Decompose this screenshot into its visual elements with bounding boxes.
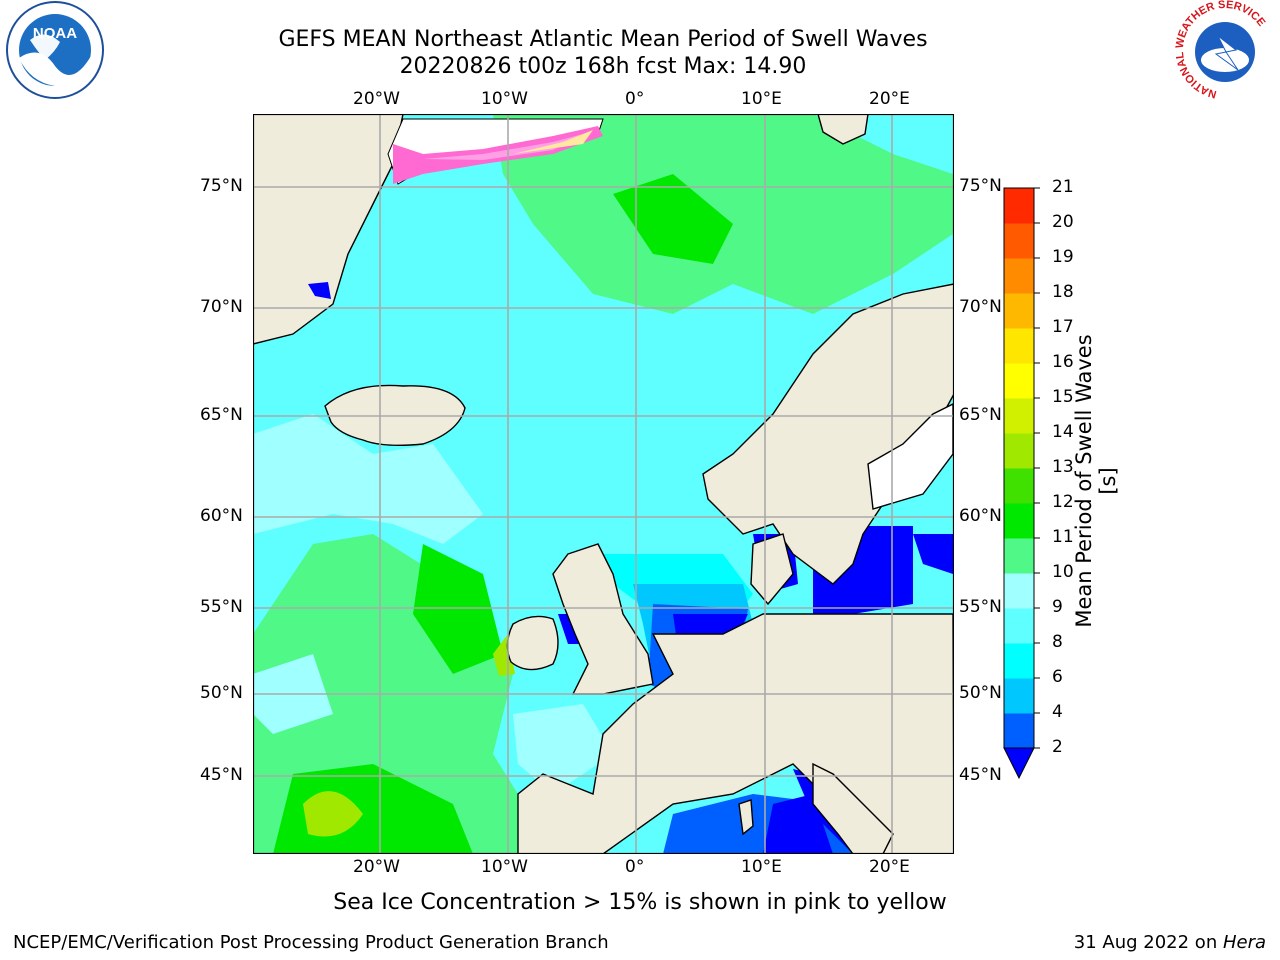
map-panel [253, 114, 954, 854]
footer-credit: NCEP/EMC/Verification Post Processing Pr… [13, 932, 609, 953]
lat-tick-right: 50°N [959, 683, 1002, 703]
colorbar-tick-label: 15 [1052, 387, 1074, 407]
sea-ice-field [308, 118, 604, 299]
colorbar-tick-label: 19 [1052, 247, 1074, 267]
lon-tick-bottom: 10°E [741, 857, 782, 877]
chart-subtitle: 20220826 t00z 168h fcst Max: 14.90 [399, 54, 807, 79]
colorbar-segment [1004, 258, 1034, 294]
lat-tick-left: 45°N [200, 765, 243, 785]
nws-logo: NATIONAL WEATHER SERVICE [1174, 0, 1271, 100]
lon-tick-bottom: 20°E [869, 857, 910, 877]
colorbar-segment [1004, 468, 1034, 504]
colorbar-under-arrow [1003, 747, 1035, 780]
lon-tick-top: 10°W [481, 89, 528, 109]
lon-tick-top: 20°W [353, 89, 400, 109]
colorbar-tick-label: 9 [1052, 597, 1063, 617]
colorbar-tick-label: 14 [1052, 422, 1074, 442]
map-gridlines [253, 114, 954, 854]
colorbar-segment [1004, 398, 1034, 434]
colorbar-segment [1004, 363, 1034, 399]
colorbar-segment [1004, 538, 1034, 574]
colorbar-segment [1004, 713, 1034, 749]
colorbar-segment [1004, 328, 1034, 364]
lon-tick-top: 0° [625, 89, 645, 109]
lat-tick-right: 75°N [959, 176, 1002, 196]
colorbar-segment [1004, 293, 1034, 329]
colorbar-tick-label: 6 [1052, 667, 1063, 687]
footer-host: Hera [1222, 932, 1266, 953]
colorbar-tick-label: 13 [1052, 457, 1074, 477]
colorbar-label: Mean Period of Swell Waves [s] [1072, 334, 1120, 628]
chart-title: GEFS MEAN Northeast Atlantic Mean Period… [278, 27, 928, 52]
lat-tick-right: 45°N [959, 765, 1002, 785]
colorbar-tick-label: 16 [1052, 352, 1074, 372]
colorbar-segment [1004, 223, 1034, 259]
colorbar-tick-label: 11 [1052, 527, 1074, 547]
svalbard-land [817, 114, 869, 145]
colorbar-segment [1004, 573, 1034, 609]
colorbar-tick-label: 17 [1052, 317, 1074, 337]
lon-tick-top: 20°E [869, 89, 910, 109]
denmark-land [750, 533, 794, 606]
lat-tick-left: 70°N [200, 297, 243, 317]
colorbar-segment [1004, 678, 1034, 714]
lat-tick-left: 75°N [200, 176, 243, 196]
lon-tick-bottom: 0° [625, 857, 645, 877]
colorbar-tick-label: 2 [1052, 737, 1063, 757]
colorbar-segment [1004, 433, 1034, 469]
lat-tick-right: 60°N [959, 506, 1002, 526]
colorbar-tick-label: 20 [1052, 212, 1074, 232]
colorbar-segment [1004, 188, 1034, 224]
corsica-land [738, 799, 754, 836]
footer-date-text: 31 Aug 2022 on [1073, 932, 1223, 953]
colorbar-tick-label: 10 [1052, 562, 1074, 582]
noaa-logo: NOAA [6, 1, 104, 99]
italy-land [812, 762, 894, 854]
lon-tick-top: 10°E [741, 89, 782, 109]
colorbar [1003, 187, 1040, 780]
lon-tick-bottom: 10°W [481, 857, 528, 877]
footer-date: 31 Aug 2022 on Hera [1074, 932, 1266, 953]
lat-tick-right: 70°N [959, 297, 1002, 317]
ireland-land [506, 615, 559, 671]
colorbar-segment [1004, 643, 1034, 679]
lat-tick-left: 65°N [200, 405, 243, 425]
lat-tick-left: 60°N [200, 506, 243, 526]
colorbar-tick-label: 18 [1052, 282, 1074, 302]
lat-tick-right: 65°N [959, 405, 1002, 425]
colorbar-tick-label: 4 [1052, 702, 1063, 722]
colorbar-tick-label: 12 [1052, 492, 1074, 512]
colorbar-segment [1004, 608, 1034, 644]
colorbar-tick-label: 21 [1052, 177, 1074, 197]
colorbar-segment [1004, 503, 1034, 539]
lat-tick-right: 55°N [959, 597, 1002, 617]
sea-ice-note: Sea Ice Concentration > 15% is shown in … [333, 890, 947, 915]
lat-tick-left: 55°N [200, 597, 243, 617]
lat-tick-left: 50°N [200, 683, 243, 703]
noaa-logo-text: NOAA [33, 25, 77, 42]
lon-tick-bottom: 20°W [353, 857, 400, 877]
map-frame [253, 114, 954, 854]
colorbar-tick-label: 8 [1052, 632, 1063, 652]
